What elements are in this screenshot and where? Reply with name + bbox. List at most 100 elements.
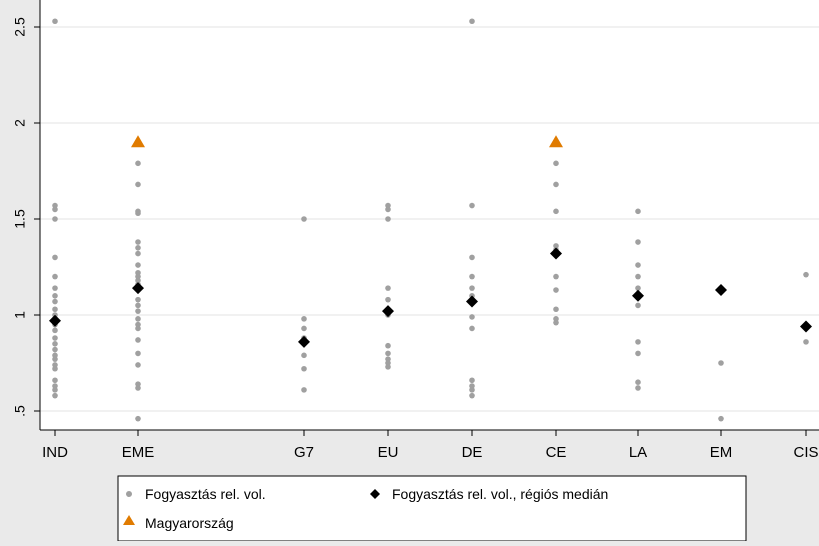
x-tick-label: IND	[42, 444, 68, 461]
median-marker	[466, 295, 478, 308]
data-point	[52, 346, 58, 353]
data-point	[52, 18, 58, 25]
data-point	[301, 352, 307, 359]
x-tick-label: LA	[629, 444, 647, 461]
data-point	[469, 314, 475, 320]
data-point	[469, 202, 475, 209]
data-point	[635, 262, 641, 268]
data-point	[135, 160, 141, 167]
data-point	[52, 377, 58, 384]
data-point	[553, 306, 559, 313]
gridlines	[40, 26, 819, 412]
data-point	[135, 277, 141, 284]
legend-marker-triangle	[123, 515, 135, 525]
data-point	[553, 319, 559, 326]
plot-area	[40, 0, 819, 430]
y-tick-label: .5	[12, 405, 28, 417]
data-point	[135, 181, 141, 188]
data-point	[135, 337, 141, 343]
data-point	[385, 202, 391, 209]
legend-label-median: Fogyasztás rel. vol., régiós medián	[392, 486, 608, 502]
data-point	[385, 350, 391, 357]
data-point	[135, 245, 141, 251]
median-marker	[298, 335, 310, 348]
x-tick-label: EM	[710, 444, 733, 461]
data-point	[469, 285, 475, 291]
data-point	[135, 362, 141, 368]
data-point	[52, 202, 58, 209]
x-tick-label: DE	[462, 444, 483, 461]
x-tick-label: EME	[122, 444, 155, 461]
data-point	[135, 381, 141, 387]
data-point	[553, 160, 559, 167]
data-point	[135, 250, 141, 257]
data-point	[718, 360, 724, 366]
data-point	[469, 273, 475, 280]
data-point	[135, 262, 141, 268]
data-point	[553, 273, 559, 280]
hungary-marker	[131, 135, 145, 148]
x-tick-label: EU	[378, 444, 399, 461]
y-tick-label: 2.5	[12, 17, 28, 37]
data-point	[52, 335, 58, 341]
data-point	[385, 296, 391, 303]
data-point	[301, 216, 307, 222]
data-point	[385, 364, 391, 370]
data-point	[52, 392, 58, 399]
data-point	[635, 208, 641, 215]
data-point	[803, 271, 809, 278]
data-point	[52, 356, 58, 362]
legend-box	[117, 475, 747, 542]
data-point	[135, 316, 141, 322]
data-point	[52, 365, 58, 372]
data-point	[635, 239, 641, 245]
data-point	[52, 352, 58, 359]
data-point	[52, 362, 58, 368]
hungary-marker	[549, 135, 563, 148]
data-point	[385, 356, 391, 362]
median-marker	[382, 305, 394, 318]
y-tick-label: 2	[12, 119, 28, 127]
legend: Fogyasztás rel. vol. Fogyasztás rel. vol…	[117, 475, 747, 542]
data-point	[385, 216, 391, 222]
data-point	[635, 302, 641, 309]
legend-marker-circle	[126, 491, 132, 497]
data-point	[135, 269, 141, 276]
data-point	[553, 243, 559, 249]
x-tick-label: CIS	[793, 444, 818, 461]
data-point	[635, 285, 641, 291]
median-marker	[715, 284, 727, 297]
data-point	[469, 18, 475, 25]
data-marks	[49, 18, 812, 422]
y-tick-label: 1.5	[12, 209, 28, 229]
data-point	[135, 273, 141, 280]
data-point	[52, 216, 58, 222]
y-tick-label: 1	[12, 311, 28, 319]
data-point	[635, 379, 641, 386]
data-point	[52, 254, 58, 261]
data-point	[385, 206, 391, 213]
data-point	[635, 339, 641, 345]
x-tick-label: CE	[546, 444, 567, 461]
data-point	[385, 285, 391, 291]
data-point	[52, 285, 58, 291]
median-marker	[49, 314, 61, 327]
data-point	[635, 350, 641, 357]
data-point	[803, 339, 809, 345]
data-point	[52, 206, 58, 213]
data-point	[135, 321, 141, 328]
legend-marker-diamond	[370, 489, 380, 499]
data-point	[135, 415, 141, 422]
data-point	[52, 298, 58, 305]
median-marker	[632, 289, 644, 302]
data-point	[469, 392, 475, 399]
data-point	[469, 387, 475, 393]
data-point	[52, 306, 58, 313]
data-point	[469, 325, 475, 332]
data-point	[135, 302, 141, 309]
data-point	[718, 415, 724, 422]
data-point	[52, 293, 58, 299]
median-marker	[132, 282, 144, 295]
